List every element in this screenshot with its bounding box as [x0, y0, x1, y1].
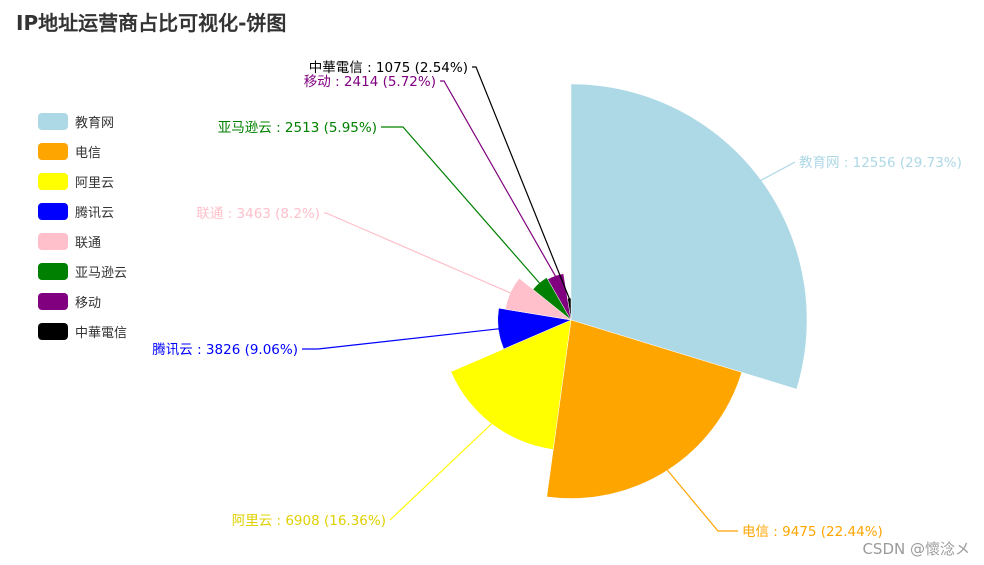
leader-line-2	[389, 421, 494, 521]
leader-line-1	[664, 467, 738, 532]
legend-item-amazon[interactable]: 亚马逊云	[38, 256, 127, 286]
legend-swatch	[38, 262, 68, 280]
legend-swatch	[38, 112, 68, 130]
leader-line-6	[440, 80, 557, 277]
legend-item-chunghwa[interactable]: 中華電信	[38, 316, 127, 346]
leader-line-5	[381, 126, 541, 284]
leader-line-0	[756, 161, 796, 184]
legend-label: 中華電信	[75, 325, 128, 341]
slice-label-3: 腾讯云 : 3826 (9.06%)	[152, 341, 298, 358]
slice-label-7: 中華電信 : 1075 (2.54%)	[309, 60, 468, 76]
label-leader-lines	[302, 66, 796, 532]
legend-swatch	[38, 232, 68, 250]
pie-slices	[450, 83, 808, 499]
legend-item-unicom[interactable]: 联通	[38, 226, 127, 256]
legend-swatch	[38, 322, 68, 340]
slice-labels: 教育网 : 12556 (29.73%) 电信 : 9475 (22.44%) 阿里…	[152, 60, 962, 540]
legend-label: 联通	[75, 235, 102, 251]
chart-title: IP地址运营商占比可视化-饼图	[16, 11, 287, 35]
slice-label-2: 阿里云 : 6908 (16.36%)	[232, 513, 386, 529]
legend: 教育网 电信 阿里云 腾讯云 联通 亚马逊云 移动 中華電信	[38, 106, 127, 346]
legend-swatch	[38, 292, 68, 310]
leader-line-3	[302, 328, 500, 350]
legend-item-edu[interactable]: 教育网	[38, 106, 127, 136]
leader-line-4	[324, 212, 512, 294]
legend-swatch	[38, 172, 68, 190]
slice-label-4: 联通 : 3463 (8.2%)	[196, 206, 320, 222]
legend-item-aliyun[interactable]: 阿里云	[38, 166, 127, 196]
legend-label: 教育网	[75, 115, 115, 131]
slice-label-0: 教育网 : 12556 (29.73%)	[799, 155, 962, 171]
slice-label-1: 电信 : 9475 (22.44%)	[742, 524, 883, 540]
legend-item-mobile[interactable]: 移动	[38, 286, 127, 316]
legend-swatch	[38, 202, 68, 220]
legend-label: 亚马逊云	[75, 265, 128, 281]
watermark: CSDN @懷淰メ	[862, 540, 970, 558]
legend-label: 阿里云	[75, 175, 115, 191]
leader-line-7	[472, 66, 570, 299]
legend-label: 移动	[75, 295, 102, 311]
slice-label-5: 亚马逊云 : 2513 (5.95%)	[218, 120, 377, 136]
legend-item-tencent[interactable]: 腾讯云	[38, 196, 127, 226]
legend-item-telecom[interactable]: 电信	[38, 136, 127, 166]
legend-label: 腾讯云	[75, 205, 115, 221]
slice-label-6: 移动 : 2414 (5.72%)	[304, 74, 436, 90]
slice-0[interactable]	[570, 83, 808, 390]
legend-label: 电信	[75, 145, 102, 161]
legend-swatch	[38, 142, 68, 160]
